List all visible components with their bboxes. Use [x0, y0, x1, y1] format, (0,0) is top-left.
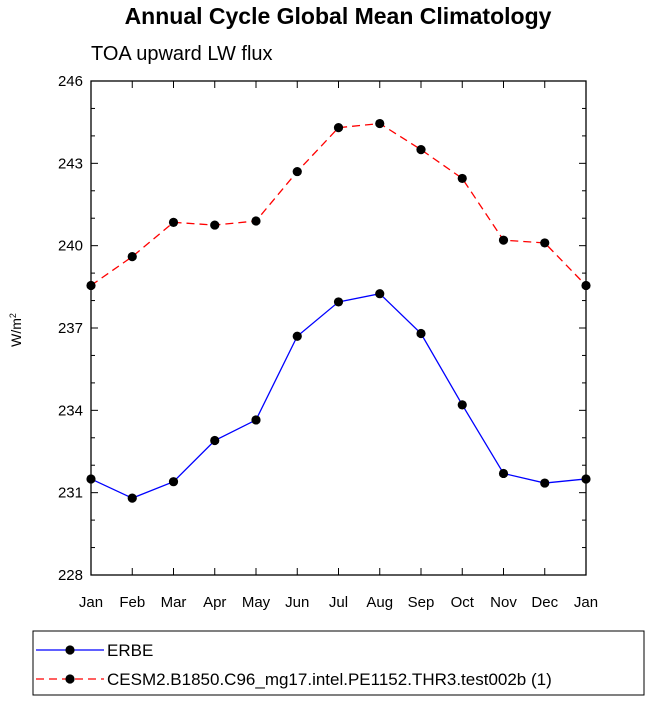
legend-marker-erbe — [65, 645, 75, 655]
x-tick-label: Jun — [285, 594, 309, 611]
data-point-cesm2 — [457, 173, 467, 184]
legend-label-cesm2: CESM2.B1850.C96_mg17.intel.PE1152.THR3.t… — [107, 670, 552, 689]
data-point-erbe — [498, 468, 509, 479]
data-point-cesm2 — [210, 220, 220, 230]
y-axis-label-base: W/m — [8, 318, 24, 347]
axes: 228 231 234 237 240 243 246 Jan Feb Mar Apr May Jun J… — [58, 73, 598, 611]
y-tick-label: 228 — [58, 567, 83, 584]
y-tick-label: 234 — [58, 402, 83, 419]
data-point-cesm2 — [375, 118, 385, 129]
data-point-cesm2 — [168, 217, 179, 227]
chart-title: Annual Cycle Global Mean Climatology — [125, 3, 552, 29]
y-tick-label: 237 — [58, 320, 83, 337]
y-axis-label-superscript: 2 — [8, 313, 18, 318]
data-point-erbe — [251, 415, 261, 425]
data-point-cesm2 — [333, 123, 344, 133]
data-point-erbe — [292, 331, 302, 341]
x-tick-label: Sep — [408, 594, 435, 611]
legend-label-erbe: ERBE — [107, 641, 153, 660]
x-tick-label: Dec — [531, 594, 558, 611]
data-point-erbe — [333, 297, 344, 307]
y-tick-label: 243 — [58, 155, 83, 172]
data-point-cesm2 — [292, 166, 302, 177]
data-point-erbe — [540, 478, 550, 488]
data-point-cesm2 — [251, 216, 261, 226]
x-tick-label: Mar — [161, 594, 187, 611]
legend-box — [32, 630, 645, 696]
y-tick-label: 240 — [58, 238, 83, 255]
data-point-cesm2 — [416, 145, 426, 155]
y-axis-label: W/m2 — [8, 313, 24, 347]
chart-subtitle: TOA upward LW flux — [91, 43, 273, 65]
y-tick-label: 231 — [58, 485, 83, 502]
x-tick-label: Aug — [366, 594, 393, 611]
x-tick-label: May — [242, 594, 271, 611]
data-point-erbe — [416, 328, 426, 339]
x-tick-label: Nov — [490, 594, 517, 611]
x-tick-label: Jan — [574, 594, 598, 611]
x-tick-label: Feb — [119, 594, 145, 611]
x-tick-label: Jan — [79, 594, 103, 611]
data-point-cesm2 — [498, 235, 509, 245]
x-tick-label: Oct — [451, 594, 475, 611]
legend-marker-cesm2 — [65, 674, 75, 684]
x-tick-label: Jul — [329, 594, 348, 611]
data-point-erbe — [375, 289, 385, 299]
series-line-erbe — [90, 292, 587, 499]
data-point-erbe — [457, 400, 467, 410]
plot-frame — [90, 80, 587, 576]
data-point-erbe — [210, 435, 220, 446]
data-point-erbe — [168, 477, 179, 487]
data-point-erbe — [127, 493, 137, 503]
legend: ERBE CESM2.B1850.C96_mg17.intel.PE1152.TH… — [32, 630, 645, 696]
series-line-cesm2 — [90, 122, 587, 286]
y-tick-label: 246 — [58, 73, 83, 90]
data-point-cesm2 — [127, 252, 137, 262]
x-tick-label: Apr — [203, 594, 226, 611]
data-point-cesm2 — [540, 238, 550, 248]
series-layer — [86, 118, 591, 503]
